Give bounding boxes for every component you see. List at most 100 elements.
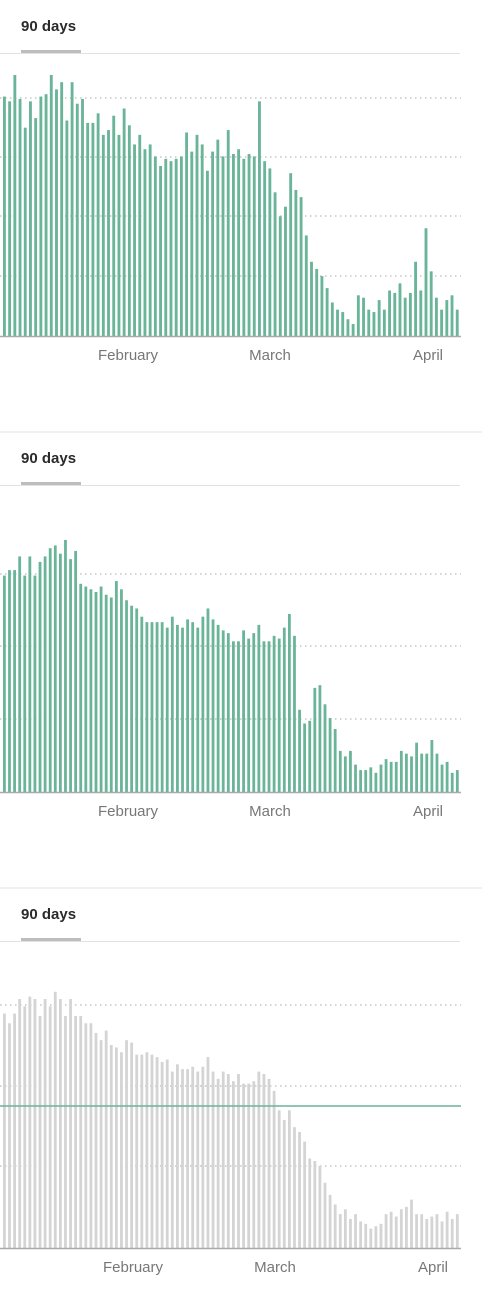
bar	[140, 616, 144, 792]
tab-90-days[interactable]: 90 days	[21, 450, 77, 467]
bar	[104, 1030, 108, 1248]
bar	[216, 139, 220, 336]
bar	[13, 1013, 16, 1248]
bar	[287, 1110, 291, 1248]
bar	[268, 168, 272, 336]
bar	[445, 1211, 449, 1248]
tab-90-days[interactable]: 90 days	[21, 906, 77, 923]
bar	[191, 1066, 195, 1248]
bar	[393, 292, 397, 336]
bar	[435, 753, 439, 792]
bar	[425, 1219, 429, 1248]
bar	[216, 624, 220, 792]
bar	[104, 594, 108, 792]
bar	[343, 756, 347, 792]
bar	[226, 633, 230, 792]
bar	[377, 300, 381, 336]
bar	[140, 1054, 144, 1248]
tab-90-days[interactable]: 90 days	[21, 18, 77, 35]
bar	[155, 622, 159, 792]
bar	[23, 127, 27, 337]
bar	[356, 295, 360, 336]
bar	[330, 302, 334, 336]
bar	[359, 1221, 363, 1248]
bar	[96, 113, 100, 336]
x-tick-label: March	[249, 803, 291, 820]
bar	[125, 600, 128, 792]
bar	[455, 770, 459, 792]
bar	[262, 1074, 266, 1248]
bar	[107, 130, 110, 336]
bar	[221, 630, 225, 792]
bar	[252, 1081, 256, 1248]
bar	[405, 753, 408, 792]
bar	[176, 624, 179, 792]
bar	[424, 228, 428, 336]
bar	[145, 622, 149, 792]
bar	[174, 158, 178, 336]
bar	[374, 772, 378, 792]
bar	[338, 1214, 342, 1248]
tab-active-indicator	[21, 938, 81, 941]
bar	[278, 216, 282, 336]
bar	[237, 641, 240, 792]
bar	[349, 750, 352, 792]
bar	[272, 635, 276, 792]
bar	[445, 761, 449, 792]
bar	[205, 170, 209, 336]
bar	[69, 559, 72, 792]
bar	[359, 770, 363, 792]
bar	[109, 1045, 113, 1248]
bar	[450, 295, 454, 336]
bar	[388, 290, 391, 336]
bar	[84, 1023, 88, 1248]
bar	[394, 761, 398, 792]
bar	[44, 94, 48, 336]
bar	[408, 292, 412, 336]
bar	[258, 101, 261, 336]
bar	[159, 165, 162, 336]
bar	[127, 125, 131, 336]
bar	[3, 96, 6, 336]
bar	[64, 539, 67, 792]
bar	[313, 687, 317, 792]
bar	[430, 1216, 434, 1248]
bar	[165, 627, 169, 793]
bar	[3, 575, 6, 792]
bar	[75, 103, 79, 336]
bar	[425, 753, 429, 792]
chart-panel-2: 90 days February March April	[0, 432, 482, 888]
chart-panel-1: 90 days February March April	[0, 0, 482, 432]
bar	[34, 118, 38, 336]
bar	[384, 1214, 388, 1248]
bar	[201, 1066, 205, 1248]
bar	[114, 1047, 118, 1248]
bar	[211, 1071, 215, 1248]
bar	[298, 709, 301, 792]
bar	[160, 622, 164, 792]
bar	[43, 556, 47, 792]
bar	[242, 1083, 245, 1248]
bar	[201, 616, 205, 792]
bar	[294, 189, 298, 336]
bar	[242, 158, 246, 336]
bar	[206, 608, 210, 792]
bar	[109, 597, 113, 792]
bar	[430, 739, 434, 792]
bar	[8, 101, 12, 336]
bar	[29, 101, 32, 336]
bar	[318, 1165, 322, 1248]
bar	[267, 1078, 271, 1248]
bar	[349, 1219, 352, 1248]
bar	[369, 1228, 373, 1248]
bar	[89, 1023, 93, 1248]
bar	[23, 575, 27, 792]
bar	[79, 1016, 83, 1248]
bar	[379, 764, 383, 792]
bar	[323, 704, 327, 792]
bar	[304, 235, 308, 336]
bar	[155, 1057, 159, 1248]
bar	[403, 297, 407, 336]
bar	[419, 290, 423, 336]
bar	[289, 173, 293, 336]
